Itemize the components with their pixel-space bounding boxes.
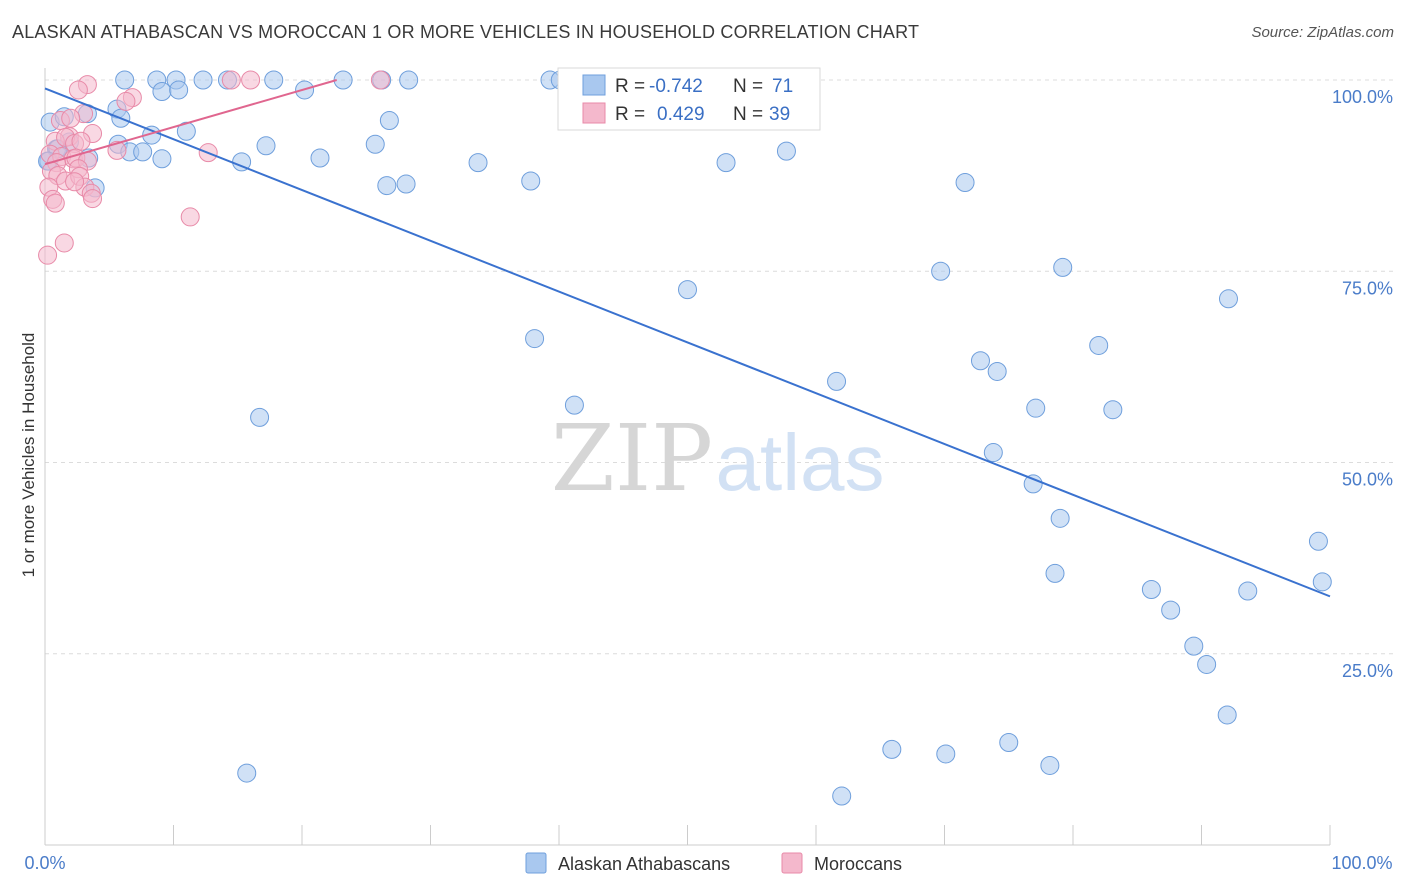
moroccan-point — [68, 80, 88, 100]
moroccan-point — [241, 70, 261, 90]
athabascan-point — [827, 371, 847, 391]
moroccan-point — [65, 172, 85, 192]
athabascan-point — [1050, 508, 1070, 528]
athabascan-point — [936, 744, 956, 764]
series-legend-swatch-pink — [781, 852, 803, 874]
athabascan-trend-line — [44, 87, 1331, 598]
moroccan-point — [221, 70, 241, 90]
athabascan-point — [1184, 636, 1204, 656]
athabascan-point — [1141, 579, 1161, 599]
athabascan-point — [1053, 257, 1073, 277]
legend-n-label-1: N = — [733, 76, 763, 97]
watermark-atlas: atlas — [716, 418, 885, 507]
athabascan-point — [176, 121, 196, 141]
athabascan-point — [999, 732, 1019, 752]
athabascan-point — [115, 70, 135, 90]
athabascan-point — [237, 763, 257, 783]
athabascan-point — [1023, 474, 1043, 494]
correlation-legend: R = -0.742 N = 71 R = 0.429 N = 39 — [557, 67, 821, 131]
x-tick-label: 0.0% — [24, 853, 65, 873]
series-legend: Alaskan Athabascans Moroccans — [525, 852, 902, 874]
athabascan-point — [133, 142, 153, 162]
moroccan-point — [54, 233, 74, 253]
athabascan-point — [169, 80, 189, 100]
athabascan-point — [564, 395, 584, 415]
series-legend-swatch-blue — [525, 852, 547, 874]
athabascan-point — [882, 739, 902, 759]
legend-r-label-2: R = — [615, 104, 645, 125]
source-label: Source: ZipAtlas.com — [1251, 24, 1394, 41]
athabascan-point — [525, 329, 545, 349]
athabascan-point — [152, 149, 172, 169]
athabascan-point — [1161, 600, 1181, 620]
y-tick-label: 50.0% — [1342, 470, 1393, 490]
legend-swatch-pink — [582, 102, 606, 124]
athabascan-point — [333, 70, 353, 90]
athabascan-point — [931, 261, 951, 281]
moroccan-point — [71, 131, 91, 151]
athabascan-point — [1026, 398, 1046, 418]
athabascan-point — [1103, 400, 1123, 420]
athabascan-point — [264, 70, 284, 90]
moroccan-point — [38, 245, 58, 265]
legend-swatch-blue — [582, 74, 606, 96]
athabascan-point — [1197, 654, 1217, 674]
athabascan-point — [776, 141, 796, 161]
athabascan-point — [193, 70, 213, 90]
data-points — [38, 70, 1332, 806]
legend-r-value-2: 0.429 — [657, 104, 705, 125]
legend-r-value-1: -0.742 — [649, 76, 703, 97]
athabascan-point — [365, 134, 385, 154]
athabascan-point — [1040, 755, 1060, 775]
watermark-zip: ZIP — [551, 405, 713, 512]
athabascan-point — [250, 407, 270, 427]
athabascan-point — [983, 443, 1003, 463]
athabascan-point — [970, 351, 990, 371]
legend-n-label-2: N = — [733, 104, 763, 125]
athabascan-point — [1089, 335, 1109, 355]
watermark: ZIP atlas — [551, 405, 885, 512]
athabascan-point — [716, 153, 736, 173]
chart-title: ALASKAN ATHABASCAN VS MOROCCAN 1 OR MORE… — [12, 22, 920, 42]
athabascan-point — [396, 174, 416, 194]
legend-r-label-1: R = — [615, 76, 645, 97]
athabascan-point — [468, 153, 488, 173]
y-tick-label: 75.0% — [1342, 278, 1393, 298]
moroccan-point — [61, 108, 81, 128]
athabascan-point — [152, 81, 172, 101]
athabascan-point — [256, 136, 276, 156]
athabascan-point — [678, 280, 697, 300]
athabascan-point — [399, 70, 419, 90]
athabascan-point — [1045, 563, 1065, 583]
moroccan-point — [116, 91, 136, 111]
athabascan-point — [310, 148, 330, 168]
athabascan-point — [1217, 705, 1237, 725]
athabascan-point — [1218, 289, 1238, 309]
athabascan-point — [987, 361, 1007, 381]
series-legend-label-2: Moroccans — [814, 854, 902, 874]
trend-lines — [44, 79, 1331, 598]
y-tick-label: 25.0% — [1342, 661, 1393, 681]
series-legend-label-1: Alaskan Athabascans — [558, 854, 730, 874]
athabascan-point — [379, 111, 399, 131]
x-tick-label: 100.0% — [1331, 853, 1392, 873]
athabascan-point — [832, 786, 852, 806]
athabascan-point — [1308, 531, 1328, 551]
legend-n-value-1: 71 — [772, 76, 793, 97]
y-tick-label: 100.0% — [1332, 87, 1393, 107]
y-axis-label: 1 or more Vehicles in Household — [19, 333, 38, 578]
legend-n-value-2: 39 — [769, 104, 790, 125]
moroccan-point — [107, 140, 127, 160]
moroccan-point — [370, 70, 390, 90]
athabascan-point — [377, 176, 397, 196]
moroccan-trend-line — [44, 79, 337, 166]
athabascan-point — [955, 173, 975, 193]
athabascan-point — [1238, 581, 1258, 601]
athabascan-point — [1312, 572, 1332, 592]
athabascan-point — [521, 171, 541, 191]
moroccan-point — [45, 193, 65, 213]
moroccan-point — [180, 207, 200, 227]
moroccan-point — [83, 189, 103, 209]
